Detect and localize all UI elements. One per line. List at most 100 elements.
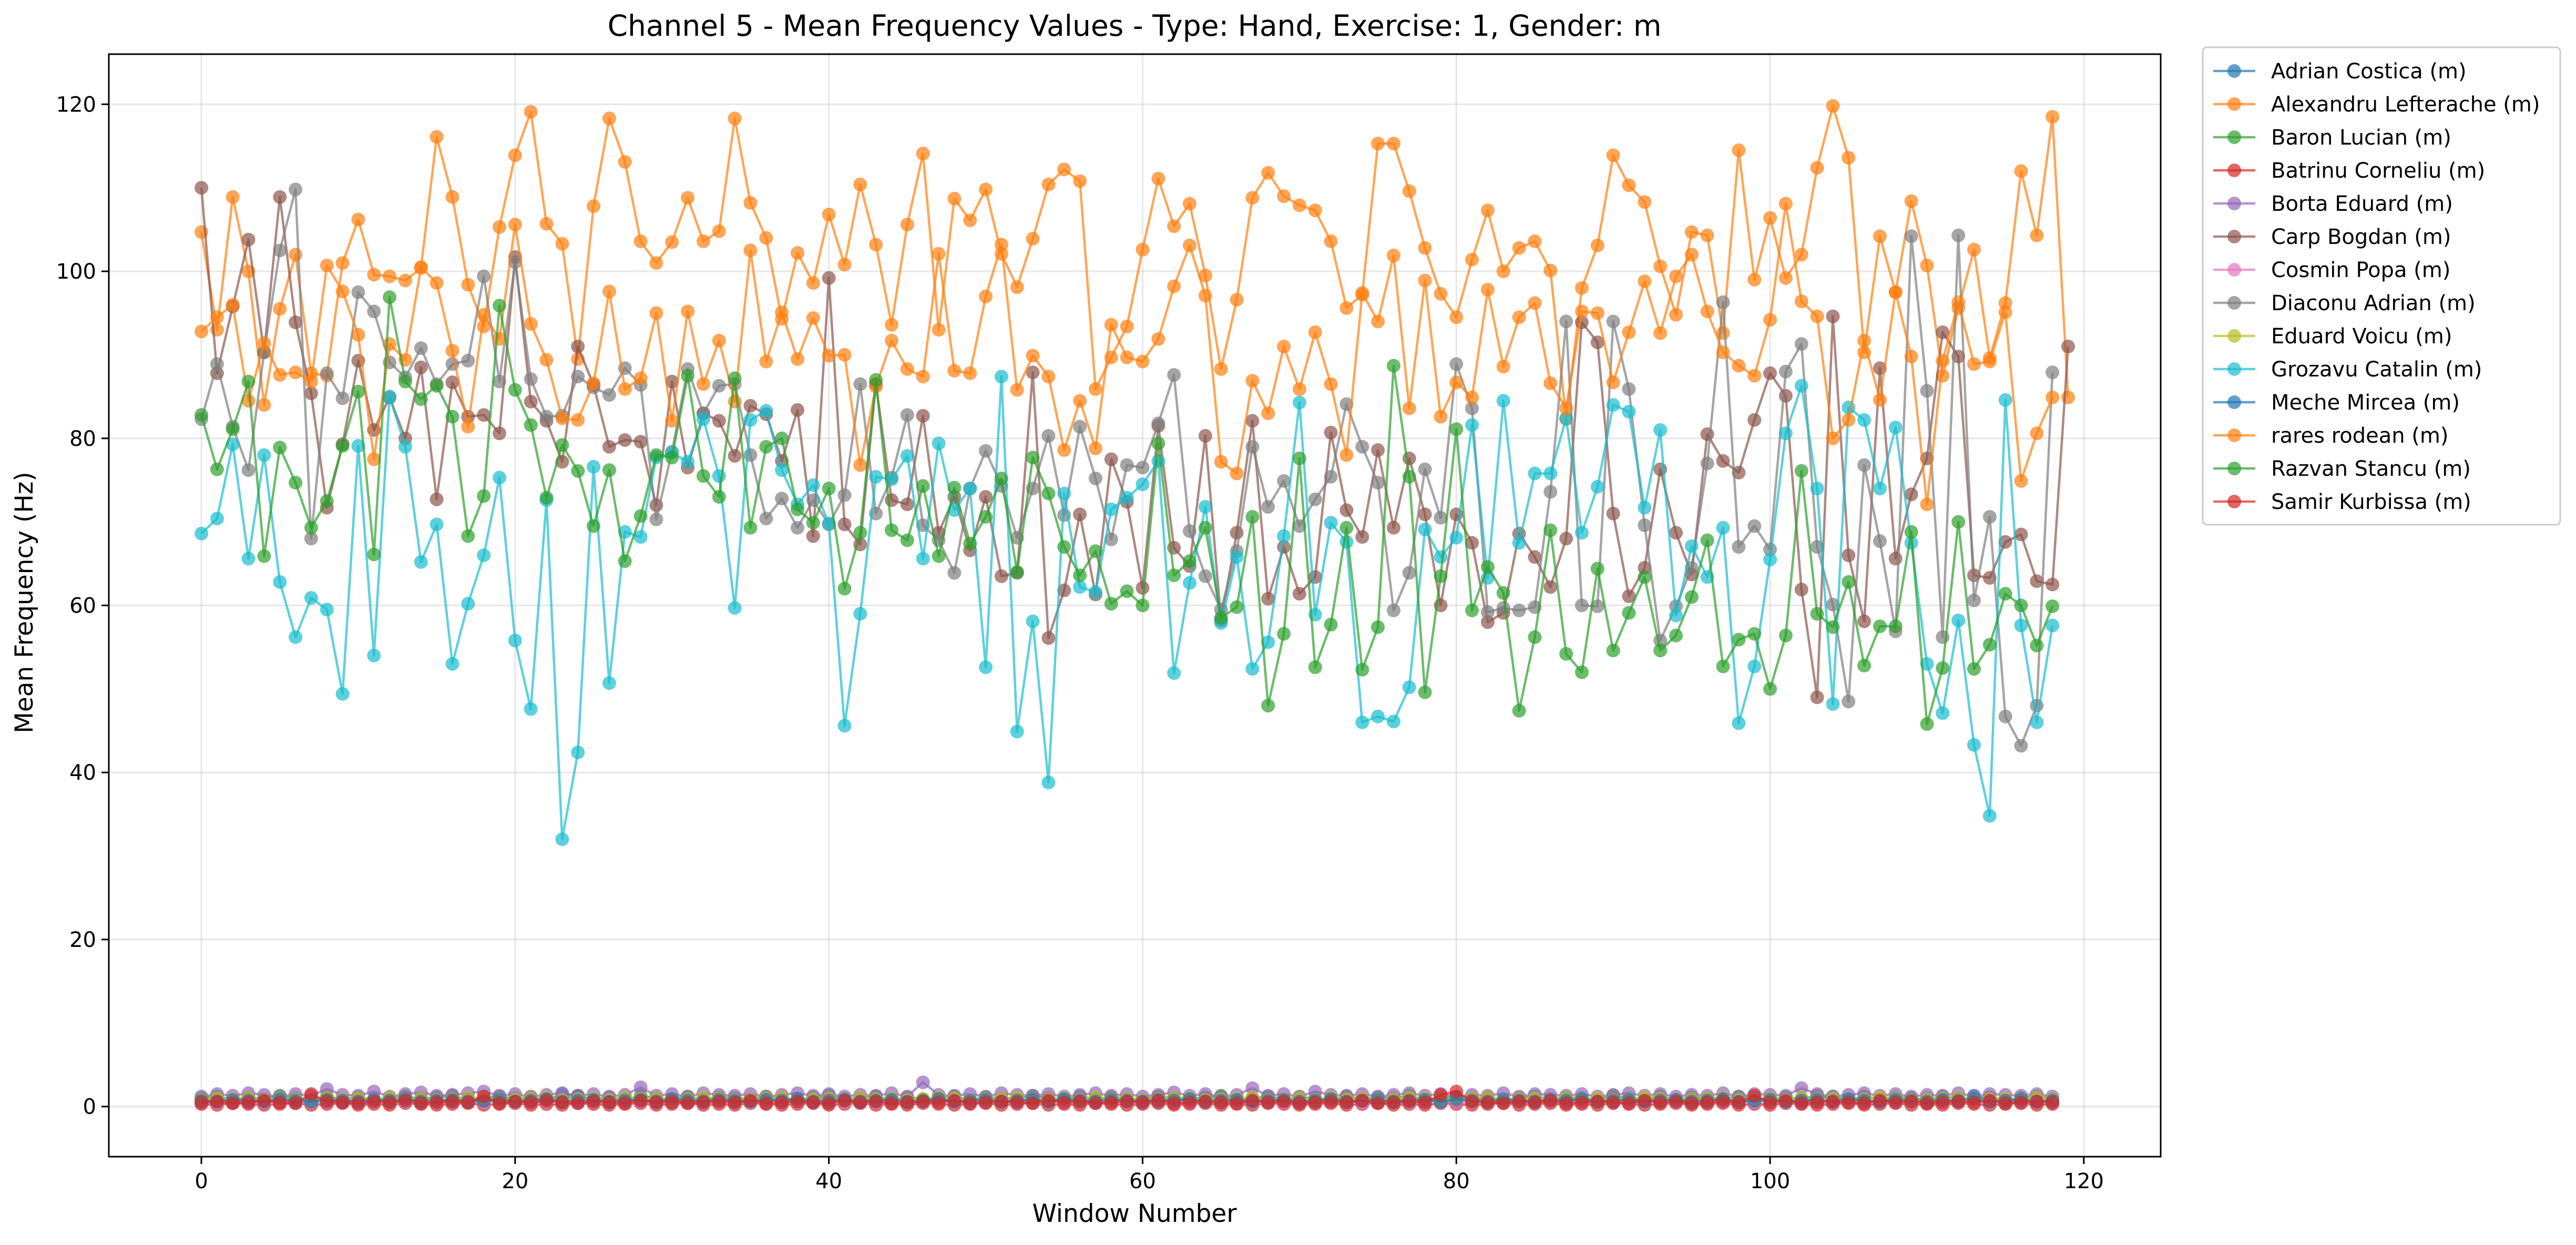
data-point: [1418, 1095, 1432, 1109]
data-point: [1371, 476, 1385, 489]
data-point: [1528, 630, 1542, 644]
data-point: [1324, 516, 1338, 530]
data-point: [1716, 295, 1730, 309]
data-point: [1402, 1095, 1416, 1109]
data-point: [837, 258, 852, 272]
data-point: [1073, 420, 1087, 434]
data-point: [1998, 1096, 2012, 1110]
data-point: [791, 352, 804, 366]
data-point: [1026, 365, 1040, 380]
data-point: [1778, 364, 1793, 379]
data-point: [1355, 1094, 1369, 1108]
data-point: [1998, 305, 2012, 319]
data-point: [1245, 414, 1260, 428]
data-point: [2046, 599, 2060, 614]
data-point: [1873, 534, 1887, 548]
series: [195, 182, 2060, 753]
data-point: [1873, 482, 1887, 496]
data-point: [900, 218, 914, 232]
data-point: [445, 1095, 459, 1109]
data-point: [822, 208, 836, 221]
data-point: [1010, 724, 1024, 739]
data-point: [1936, 661, 1950, 675]
data-point: [712, 414, 726, 428]
data-point: [1826, 1095, 1840, 1109]
data-point: [1151, 416, 1166, 431]
legend-item: Borta Eduard (m): [2213, 192, 2453, 216]
data-point: [963, 1096, 977, 1110]
data-point: [1230, 600, 1244, 614]
data-point: [1669, 269, 1683, 283]
data-point: [1073, 174, 1087, 188]
data-point: [979, 182, 993, 197]
data-point: [1371, 709, 1385, 723]
data-point: [775, 431, 789, 445]
data-point: [853, 1095, 867, 1109]
data-point: [539, 353, 554, 367]
data-point: [1214, 362, 1228, 376]
data-point: [1198, 429, 1212, 443]
axis-ticks: 0 20 40 60 80 100 120 0 20 40 60 80 100 120: [56, 93, 2104, 1193]
data-point: [1088, 544, 1102, 558]
data-point: [853, 177, 867, 191]
data-point: [1402, 470, 1416, 484]
data-point: [633, 530, 648, 544]
data-point: [2014, 527, 2028, 542]
data-point: [1386, 359, 1401, 373]
data-point: [477, 489, 491, 503]
data-point: [430, 276, 444, 290]
data-point: [398, 440, 412, 454]
data-point: [1324, 234, 1338, 248]
data-point: [1073, 507, 1087, 522]
legend-item: Diaconu Adrian (m): [2213, 291, 2476, 315]
data-point: [1449, 357, 1464, 371]
data-point: [602, 1095, 616, 1109]
legend-label: Meche Mircea (m): [2271, 391, 2460, 415]
data-point: [461, 1095, 475, 1109]
data-point: [1449, 422, 1464, 436]
data-point: [712, 379, 726, 393]
legend-item: Cosmin Popa (m): [2213, 258, 2450, 282]
data-point: [1967, 1095, 1981, 1109]
data-point: [1638, 274, 1652, 289]
data-point: [1888, 1095, 1903, 1109]
data-point: [1277, 340, 1291, 353]
data-point: [226, 298, 240, 312]
data-point: [822, 516, 836, 530]
data-point: [1951, 228, 1966, 242]
data-point: [1763, 366, 1777, 380]
data-point: [1622, 404, 1636, 419]
data-point: [806, 1095, 820, 1109]
data-point: [304, 532, 318, 546]
data-point: [602, 111, 616, 126]
data-point: [1182, 554, 1197, 568]
data-point: [1167, 666, 1181, 680]
data-point: [1826, 309, 1840, 323]
data-point: [1982, 1094, 1997, 1108]
data-point: [1543, 466, 1558, 481]
data-point: [806, 516, 820, 530]
data-point: [461, 278, 475, 292]
data-point: [461, 354, 475, 368]
data-point: [1136, 581, 1150, 595]
data-point: [289, 315, 303, 329]
data-point: [696, 234, 710, 248]
data-point: [555, 237, 569, 251]
data-point: [712, 224, 726, 238]
data-point: [1434, 1088, 1448, 1102]
data-point: [1292, 587, 1306, 601]
data-point: [1245, 510, 1260, 524]
data-point: [1418, 685, 1432, 699]
data-point: [2014, 739, 2028, 753]
data-point: [1182, 1095, 1197, 1109]
data-point: [1041, 631, 1056, 645]
data-point: [1418, 273, 1432, 288]
data-point: [571, 1096, 585, 1110]
data-point: [1041, 1094, 1056, 1108]
data-point: [1136, 242, 1150, 257]
data-point: [1904, 1095, 1918, 1109]
y-tick-label: 20: [69, 928, 96, 952]
data-point: [759, 512, 773, 526]
legend-marker: [2227, 462, 2241, 475]
